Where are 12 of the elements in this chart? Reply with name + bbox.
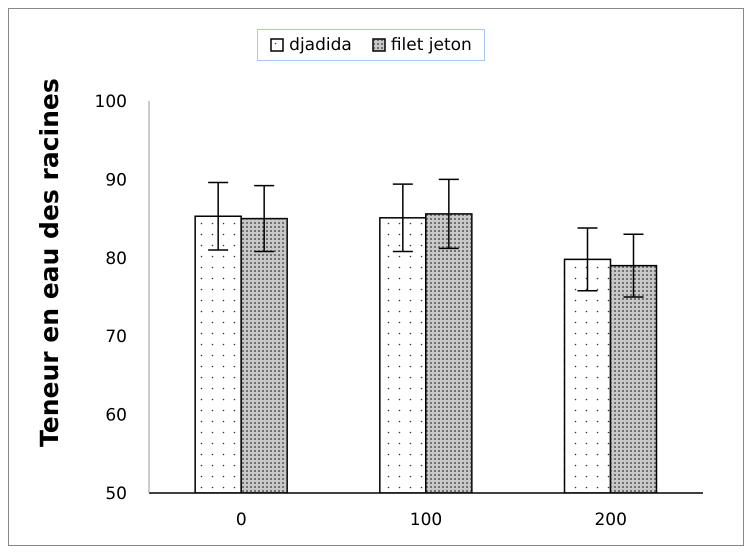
x-tick-label: 200 [594, 510, 627, 530]
y-axis-title: Teneur en eau des racines [34, 78, 64, 447]
x-tick-label: 0 [236, 510, 247, 530]
y-tick-label: 50 [105, 484, 127, 504]
y-tick-label: 60 [105, 406, 127, 426]
legend-label: filet jeton [390, 35, 472, 55]
y-tick-label: 80 [105, 248, 127, 269]
y-tick-label: 90 [105, 170, 127, 190]
y-tick-label: 70 [105, 327, 127, 348]
legend-label: djadida [288, 35, 352, 55]
y-tick-label: 100 [94, 92, 127, 112]
x-tick-label: 100 [410, 510, 442, 530]
